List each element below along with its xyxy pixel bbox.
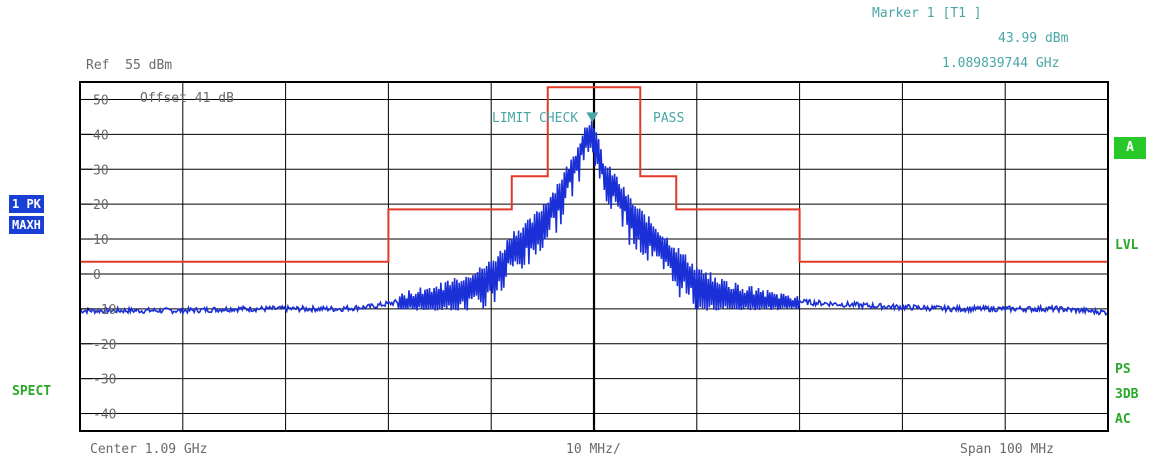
plot-frame — [79, 81, 1109, 432]
limit-check-result: PASS — [653, 111, 684, 126]
ps-label: PS — [1115, 362, 1131, 377]
spect-label: SPECT — [12, 384, 52, 399]
y-tick-label: 30 — [93, 163, 109, 178]
y-tick-label: 50 — [93, 93, 109, 108]
y-tick-label: -40 — [93, 408, 116, 423]
y-tick-label: 0 — [93, 268, 101, 283]
division-scale: 10 MHz/ — [566, 442, 621, 457]
trace-detector-badge: 1 PK — [9, 195, 44, 213]
3db-label: 3DB — [1115, 387, 1139, 402]
y-tick-label: -30 — [93, 373, 116, 388]
y-tick-label: 40 — [93, 128, 109, 143]
trace-mode-badge: MAXH — [9, 216, 44, 234]
marker-title: Marker 1 [T1 ] — [872, 6, 982, 21]
marker-1-icon — [586, 112, 599, 123]
ac-label: AC — [1115, 412, 1131, 427]
marker-frequency: 1.089839744 GHz — [942, 56, 1060, 71]
limit-line — [80, 86, 1108, 263]
trace-a-indicator: A — [1114, 137, 1146, 159]
marker-level: 43.99 dBm — [998, 31, 1069, 46]
y-tick-label: -10 — [93, 303, 116, 318]
lvl-label: LVL — [1115, 238, 1139, 253]
limit-check-label: LIMIT CHECK — [492, 111, 578, 126]
spectrum-trace — [79, 120, 1109, 316]
center-frequency: Center 1.09 GHz — [90, 442, 208, 457]
y-tick-label: 10 — [93, 233, 109, 248]
reference-level: Ref 55 dBm — [86, 58, 173, 73]
span-frequency: Span 100 MHz — [960, 442, 1054, 457]
y-tick-label: 20 — [93, 198, 109, 213]
offset-label: Offset 41 dB — [140, 91, 234, 106]
y-tick-label: -20 — [93, 338, 116, 353]
